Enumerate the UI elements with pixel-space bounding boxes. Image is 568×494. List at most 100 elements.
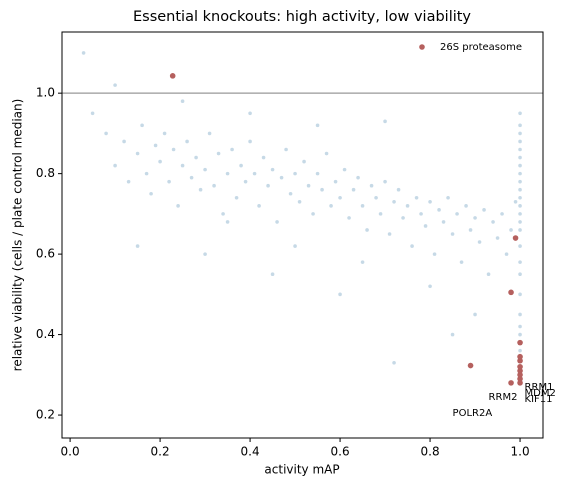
point: [329, 204, 333, 208]
point: [288, 191, 293, 196]
point: [509, 228, 513, 232]
annotation: KIF11: [525, 394, 553, 405]
annotation: RRM2: [489, 392, 518, 403]
point: [518, 348, 522, 353]
point: [212, 183, 216, 188]
point: [383, 179, 387, 184]
point: [239, 163, 243, 168]
x-tick-label: 0.0: [61, 445, 80, 459]
point: [518, 292, 522, 297]
point: [279, 175, 284, 180]
point: [383, 119, 387, 124]
y-tick-label: 0.4: [36, 327, 55, 341]
annotation: MDM2: [525, 388, 556, 399]
point: [270, 167, 275, 172]
point: [387, 232, 392, 236]
point: [315, 171, 320, 176]
point: [518, 147, 522, 152]
point: [518, 163, 522, 168]
point: [428, 284, 432, 289]
point: [167, 179, 171, 184]
point: [248, 139, 252, 144]
point: [405, 204, 410, 208]
point: [450, 332, 455, 337]
x-tick-label: 0.2: [151, 445, 170, 459]
point: [428, 200, 432, 204]
point: [396, 187, 401, 192]
point: [504, 252, 509, 256]
point: [518, 111, 522, 116]
point: [342, 167, 347, 172]
highlight-point: [517, 353, 523, 360]
y-tick-label: 0.6: [36, 247, 55, 261]
highlight-point: [517, 368, 523, 374]
point: [180, 163, 185, 168]
highlight-point: [517, 363, 523, 370]
y-tick-label: 0.2: [36, 408, 55, 422]
x-tick-label: 0.8: [421, 445, 440, 459]
point: [450, 232, 455, 236]
point: [518, 195, 522, 200]
point: [419, 212, 423, 216]
point: [360, 204, 365, 208]
point: [347, 216, 351, 220]
point: [473, 216, 477, 220]
point: [518, 155, 522, 160]
point: [203, 252, 207, 256]
point: [491, 220, 495, 224]
point: [518, 324, 522, 329]
point: [378, 212, 383, 216]
point: [248, 111, 252, 116]
point: [333, 179, 338, 184]
point: [104, 131, 108, 136]
point: [144, 171, 149, 176]
point: [500, 212, 504, 216]
point: [203, 167, 207, 172]
point: [365, 228, 369, 232]
point: [518, 260, 522, 264]
point: [297, 200, 302, 204]
point: [518, 179, 522, 184]
point: [369, 183, 374, 188]
point: [495, 236, 500, 240]
point: [351, 187, 356, 192]
point: [401, 216, 405, 220]
x-tick-label: 0.6: [331, 445, 350, 459]
point: [311, 212, 315, 216]
point: [126, 179, 131, 184]
point: [261, 155, 266, 160]
point: [306, 183, 311, 188]
annotation: RRM1: [525, 382, 554, 393]
point: [518, 312, 522, 317]
highlight-point: [517, 357, 523, 364]
point: [468, 228, 473, 232]
highlight-point: [467, 362, 474, 369]
point: [113, 83, 117, 87]
point: [338, 195, 342, 200]
point: [513, 200, 518, 204]
highlight-point: [517, 380, 523, 386]
point: [162, 131, 167, 136]
point: [180, 99, 185, 104]
x-axis-label: activity mAP: [264, 463, 339, 477]
point: [275, 220, 279, 224]
highlight-point: [517, 376, 523, 382]
point: [284, 147, 288, 152]
point: [356, 175, 360, 180]
point: [225, 171, 230, 176]
y-tick-label: 0.8: [36, 166, 55, 180]
point: [455, 212, 459, 216]
point: [293, 171, 297, 176]
point: [243, 179, 248, 184]
point: [221, 212, 225, 216]
point: [518, 131, 522, 136]
point: [158, 159, 162, 164]
point: [441, 220, 446, 224]
point: [257, 204, 261, 208]
point: [270, 272, 275, 277]
x-tick-label: 1.0: [511, 445, 530, 459]
point: [410, 244, 414, 248]
point: [216, 151, 221, 156]
point: [459, 260, 464, 264]
